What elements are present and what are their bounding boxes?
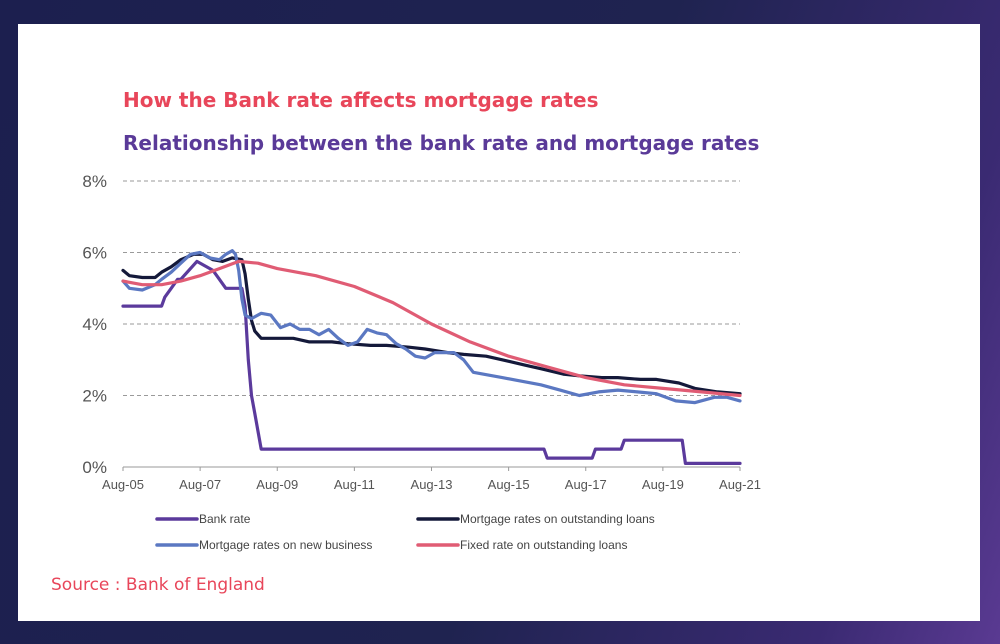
line-chart: 0% 2% 4% 6% 8% Aug-05 Aug-07 Aug-09 Aug-11 Aug-13…: [82, 172, 761, 552]
y-tick-label: 2%: [82, 387, 107, 406]
x-tick-label: Aug-15: [488, 477, 530, 492]
chart-subtitle: Relationship between the bank rate and m…: [123, 131, 760, 155]
chart-title: How the Bank rate affects mortgage rates: [123, 88, 599, 112]
chart-card: How the Bank rate affects mortgage rates…: [18, 24, 980, 621]
series-line-bank-rate: [121, 259, 742, 465]
series-line-fixed-rate-on-outstanding-loans: [121, 259, 742, 398]
legend-label: Mortgage rates on new business: [199, 538, 372, 552]
y-tick-label: 8%: [82, 172, 107, 191]
series-line-mortgage-rates-on-new-business: [121, 249, 742, 405]
legend-label: Mortgage rates on outstanding loans: [460, 512, 655, 526]
axes: 0% 2% 4% 6% 8% Aug-05 Aug-07 Aug-09 Aug-11 Aug-13…: [82, 172, 761, 492]
x-tick-label: Aug-21: [719, 477, 761, 492]
y-tick-label: 4%: [82, 315, 107, 334]
y-tick-label: 0%: [82, 458, 107, 477]
x-tick-label: Aug-13: [411, 477, 453, 492]
x-tick-label: Aug-09: [256, 477, 298, 492]
x-tick-label: Aug-11: [334, 477, 375, 492]
x-tick-label: Aug-07: [179, 477, 221, 492]
grid-lines: [123, 180, 740, 396]
x-tick-label: Aug-17: [565, 477, 607, 492]
legend-label: Bank rate: [199, 512, 251, 526]
y-tick-label: 6%: [82, 244, 107, 263]
legend-label: Fixed rate on outstanding loans: [460, 538, 627, 552]
x-tick-label: Aug-19: [642, 477, 684, 492]
source-note: Source : Bank of England: [51, 575, 265, 595]
legend: Bank rate Mortgage rates on outstanding l…: [155, 512, 655, 552]
x-tick-label: Aug-05: [102, 477, 144, 492]
series-lines: [121, 249, 742, 465]
